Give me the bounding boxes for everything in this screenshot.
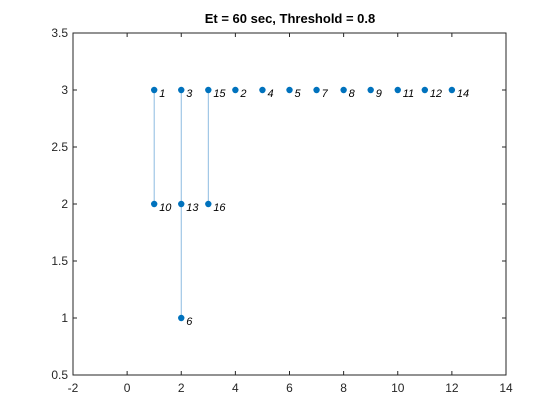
node-3 [178,86,185,94]
node-label-16: 16 [213,202,226,214]
node-label-3: 3 [186,88,193,100]
x-tick-label: 12 [445,381,459,395]
x-tick-label: 0 [124,381,131,395]
x-tick-label: 4 [232,381,239,395]
node-11 [394,86,401,94]
x-tick-label: -2 [68,381,79,395]
y-tick-label: 1.5 [51,254,68,268]
chart-title: Et = 60 sec, Threshold = 0.8 [205,11,376,26]
node-label-13: 13 [186,202,199,214]
node-4 [259,86,266,94]
node-label-1: 1 [159,88,165,100]
node-label-2: 2 [239,88,246,100]
node-9 [367,86,374,94]
plot-area [73,33,506,375]
x-tick-label: 14 [499,381,513,395]
node-label-11: 11 [403,88,414,100]
node-label-5: 5 [295,88,302,100]
node-15 [205,86,212,94]
edges-layer [153,90,209,318]
node-label-9: 9 [376,88,382,100]
node-2 [232,86,239,94]
y-tick-label: 2.5 [51,140,68,154]
node-8 [340,86,347,94]
node-label-8: 8 [349,88,356,100]
x-tick-label: 8 [340,381,347,395]
node-13 [178,200,185,208]
nodes-layer [150,86,456,322]
x-axis: -2 0 2 4 6 8 10 12 14 [68,33,513,395]
node-12 [421,86,429,94]
node-6 [178,314,185,322]
node-14 [448,86,456,94]
y-tick-label: 0.5 [51,368,68,382]
y-axis: 0.5 1 1.5 2 2.5 3 3.5 [51,26,506,382]
x-tick-label: 2 [178,381,185,395]
node-7 [313,86,320,94]
node-label-10: 10 [159,202,172,214]
node-16 [205,200,212,208]
node-label-15: 15 [213,88,226,100]
x-tick-label: 10 [391,381,405,395]
y-tick-label: 1 [61,311,68,325]
y-tick-label: 2 [61,197,68,211]
node-10 [150,200,158,208]
node-label-14: 14 [457,88,469,100]
y-tick-label: 3 [61,83,68,97]
node-label-7: 7 [322,88,329,100]
x-tick-label: 6 [286,381,293,395]
node-1 [150,86,158,94]
node-5 [286,86,293,94]
node-label-12: 12 [430,88,442,100]
y-tick-label: 3.5 [51,26,68,40]
node-label-6: 6 [186,316,193,328]
node-label-4: 4 [267,88,273,100]
